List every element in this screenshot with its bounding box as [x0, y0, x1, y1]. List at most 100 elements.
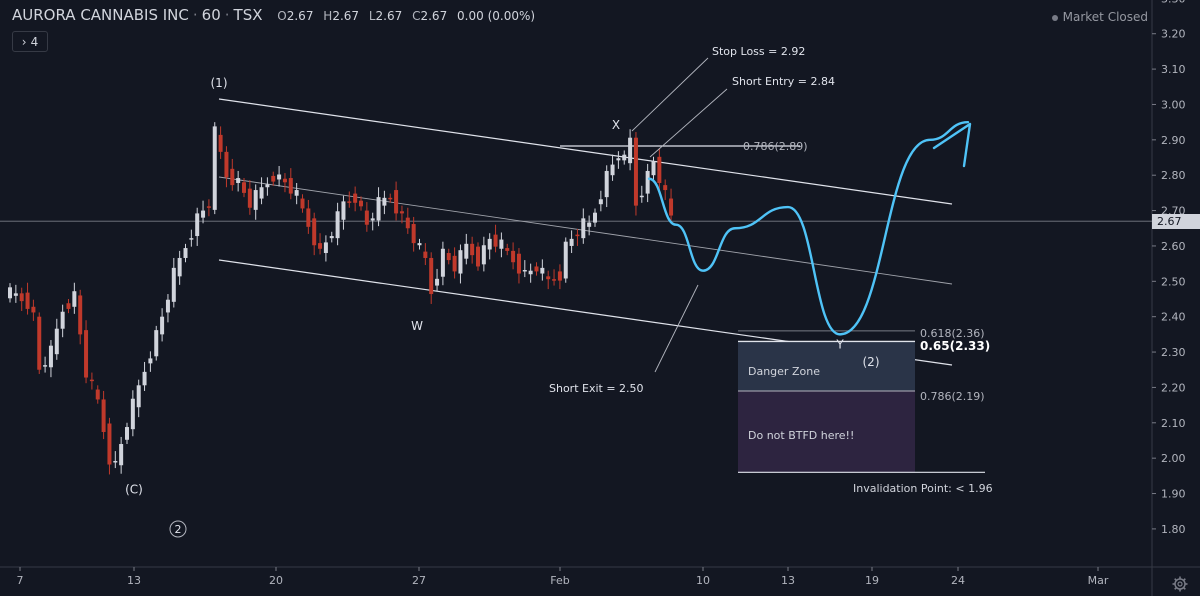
candle — [154, 325, 159, 361]
candle — [663, 179, 668, 200]
short-entry-pointer — [649, 88, 728, 158]
candle — [563, 237, 568, 283]
candle-body — [399, 211, 404, 214]
candle-body — [528, 270, 533, 275]
candle — [511, 242, 516, 270]
candle-body — [446, 253, 451, 261]
candle — [230, 158, 235, 191]
candle — [48, 340, 53, 378]
candle-body — [610, 164, 615, 176]
candle-body — [48, 345, 53, 368]
candle-body — [411, 224, 416, 244]
candle-body — [312, 218, 317, 246]
indicators-toggle-button[interactable]: › 4 — [12, 31, 48, 52]
candle — [236, 170, 241, 192]
candle — [353, 186, 358, 212]
candle-body — [142, 371, 147, 386]
candle-body — [154, 330, 159, 357]
candle-body — [581, 218, 586, 239]
candle-body — [177, 257, 182, 277]
candle — [604, 165, 609, 208]
symbol-name[interactable]: AURORA CANNABIS INC — [12, 6, 189, 24]
interval-label[interactable]: 60 — [201, 6, 221, 24]
time-tick-label: Mar — [1088, 574, 1109, 587]
time-tick-label: 13 — [781, 574, 795, 587]
candle — [534, 262, 539, 276]
candle — [610, 154, 615, 181]
candle-body — [236, 178, 241, 183]
candle — [247, 180, 252, 215]
candle-body — [423, 251, 428, 258]
candle-body — [306, 208, 311, 227]
invalidation-label: Invalidation Point: < 1.96 — [853, 482, 993, 495]
candle-body — [347, 201, 352, 203]
candle-body — [376, 197, 381, 221]
wave-label: Y — [835, 338, 844, 352]
candle — [446, 248, 451, 265]
candle — [282, 173, 287, 193]
candle-body — [435, 278, 440, 286]
candle-body — [224, 151, 229, 178]
candle — [645, 163, 650, 203]
candle — [306, 199, 311, 234]
candle — [458, 244, 463, 284]
candle-body — [633, 137, 638, 206]
candle — [242, 178, 246, 198]
candle — [552, 269, 557, 286]
candle-body — [616, 158, 621, 161]
candle-body — [195, 213, 200, 237]
wave-label: W — [411, 319, 423, 333]
candle-body — [452, 255, 457, 272]
candle-body — [335, 211, 340, 239]
candle — [359, 196, 363, 211]
candle-body — [19, 293, 24, 302]
wave-label: (C) — [125, 483, 143, 497]
candle-body — [160, 316, 165, 335]
candle — [382, 190, 387, 215]
indicator-count: 4 — [30, 34, 39, 49]
time-tick-label: 7 — [17, 574, 24, 587]
gear-icon[interactable] — [1172, 576, 1188, 592]
candle-body — [370, 218, 375, 221]
candle — [130, 390, 135, 437]
candle-body — [657, 156, 662, 183]
exchange-label: TSX — [233, 6, 263, 24]
candle — [405, 207, 410, 234]
candle — [411, 216, 416, 252]
candle — [72, 282, 77, 314]
candle-body — [622, 154, 627, 161]
candle-body — [587, 222, 592, 227]
candle-body — [72, 291, 77, 307]
candle-body — [669, 198, 674, 216]
candle — [622, 150, 627, 165]
candle — [142, 361, 147, 391]
candle-body — [66, 303, 71, 309]
open-value: 2.67 — [286, 9, 314, 23]
price-tick-label: 3.10 — [1161, 63, 1186, 76]
candle-body — [569, 238, 574, 246]
candle-body — [353, 193, 358, 203]
price-tick-label: 3.20 — [1161, 28, 1186, 41]
candle-body — [476, 246, 480, 267]
candle-body — [31, 306, 36, 313]
price-tick-label: 1.90 — [1161, 488, 1186, 501]
candle — [60, 304, 65, 338]
candle-body — [130, 398, 135, 430]
candle — [481, 236, 486, 272]
candle — [66, 298, 71, 314]
candle — [101, 390, 106, 440]
candle — [633, 132, 638, 216]
candle-body — [171, 267, 176, 302]
candle — [253, 184, 258, 220]
candle — [335, 202, 340, 246]
candle-body — [394, 190, 399, 214]
no-btfd-zone-box — [738, 390, 915, 473]
candle — [25, 282, 30, 315]
candle-body — [639, 195, 644, 198]
candle — [581, 208, 586, 244]
time-tick-label: 19 — [865, 574, 879, 587]
time-tick-label: 13 — [127, 574, 141, 587]
candle-body — [540, 267, 545, 274]
candle — [294, 182, 299, 205]
